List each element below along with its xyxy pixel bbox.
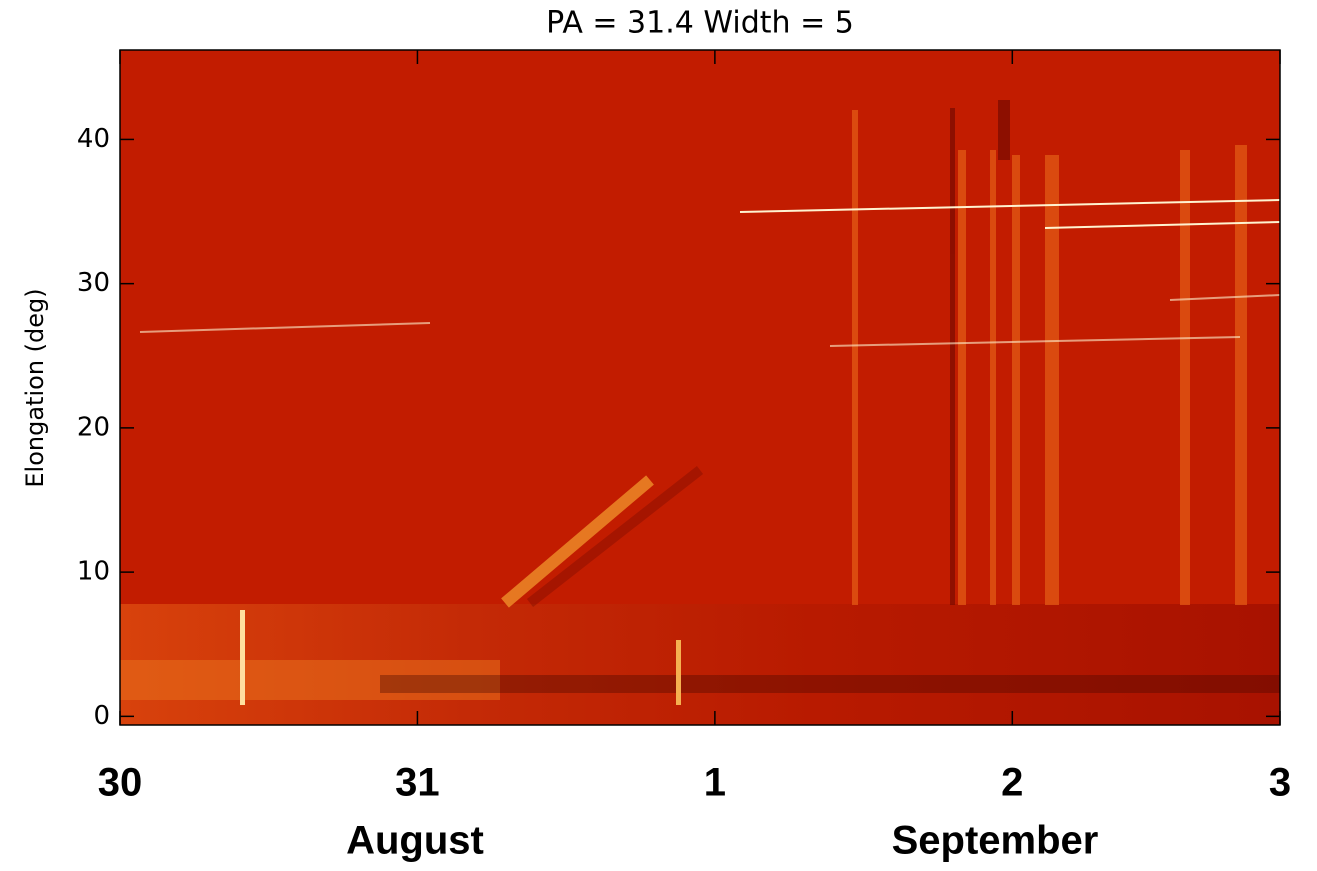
plot-frame <box>119 49 1281 726</box>
image <box>120 50 1281 725</box>
x-tick-label: 3 <box>1269 761 1291 805</box>
y-tick-label: 20 <box>77 412 110 442</box>
chart-title: PA = 31.4 Width = 5 <box>546 6 854 41</box>
x-tick-label: 31 <box>395 761 440 805</box>
bright-stripe <box>240 610 245 705</box>
bright-stripe <box>676 640 681 705</box>
bright-patch <box>120 660 500 700</box>
stripes <box>852 110 1247 605</box>
y-tick-label: 30 <box>77 268 110 298</box>
y-tick-label: 40 <box>77 124 110 154</box>
tracks <box>139 199 1281 347</box>
x-tick-label: 30 <box>98 761 143 805</box>
y-axis-label: Elongation (deg) <box>21 288 49 487</box>
month-label: August <box>346 819 484 863</box>
month-label: September <box>892 819 1099 863</box>
x-tick-label: 2 <box>1001 761 1023 805</box>
y-tick-label: 10 <box>77 557 110 587</box>
streak <box>526 466 704 607</box>
dark-stripes <box>950 100 1010 605</box>
streak <box>501 475 654 608</box>
x-tick-label: 1 <box>704 761 726 805</box>
y-tick-label: 0 <box>93 701 110 731</box>
dark-band <box>380 675 1280 693</box>
